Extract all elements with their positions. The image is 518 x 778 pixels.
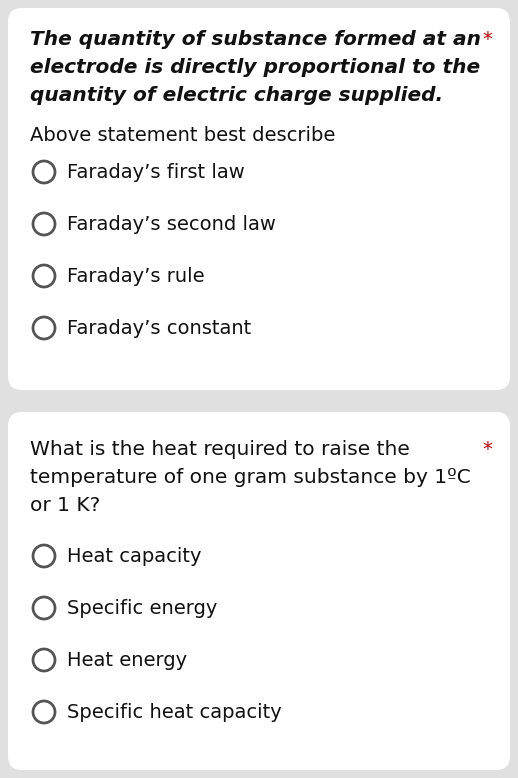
Text: Faraday’s second law: Faraday’s second law xyxy=(67,215,276,233)
Text: Above statement best describe: Above statement best describe xyxy=(30,126,335,145)
Text: Faraday’s rule: Faraday’s rule xyxy=(67,267,205,286)
Text: Faraday’s constant: Faraday’s constant xyxy=(67,318,251,338)
Text: The quantity of substance formed at an: The quantity of substance formed at an xyxy=(30,30,481,49)
FancyBboxPatch shape xyxy=(8,8,510,390)
FancyBboxPatch shape xyxy=(8,412,510,770)
Text: Specific heat capacity: Specific heat capacity xyxy=(67,703,282,721)
Text: Specific energy: Specific energy xyxy=(67,598,218,618)
Text: Heat energy: Heat energy xyxy=(67,650,187,670)
Text: *: * xyxy=(482,440,492,459)
Text: Faraday’s first law: Faraday’s first law xyxy=(67,163,244,181)
Text: temperature of one gram substance by 1ºC: temperature of one gram substance by 1ºC xyxy=(30,468,471,487)
Text: What is the heat required to raise the: What is the heat required to raise the xyxy=(30,440,410,459)
Text: quantity of electric charge supplied.: quantity of electric charge supplied. xyxy=(30,86,443,105)
Text: electrode is directly proportional to the: electrode is directly proportional to th… xyxy=(30,58,480,77)
Text: Heat capacity: Heat capacity xyxy=(67,546,202,566)
Text: or 1 K?: or 1 K? xyxy=(30,496,100,515)
Text: *: * xyxy=(482,30,492,49)
